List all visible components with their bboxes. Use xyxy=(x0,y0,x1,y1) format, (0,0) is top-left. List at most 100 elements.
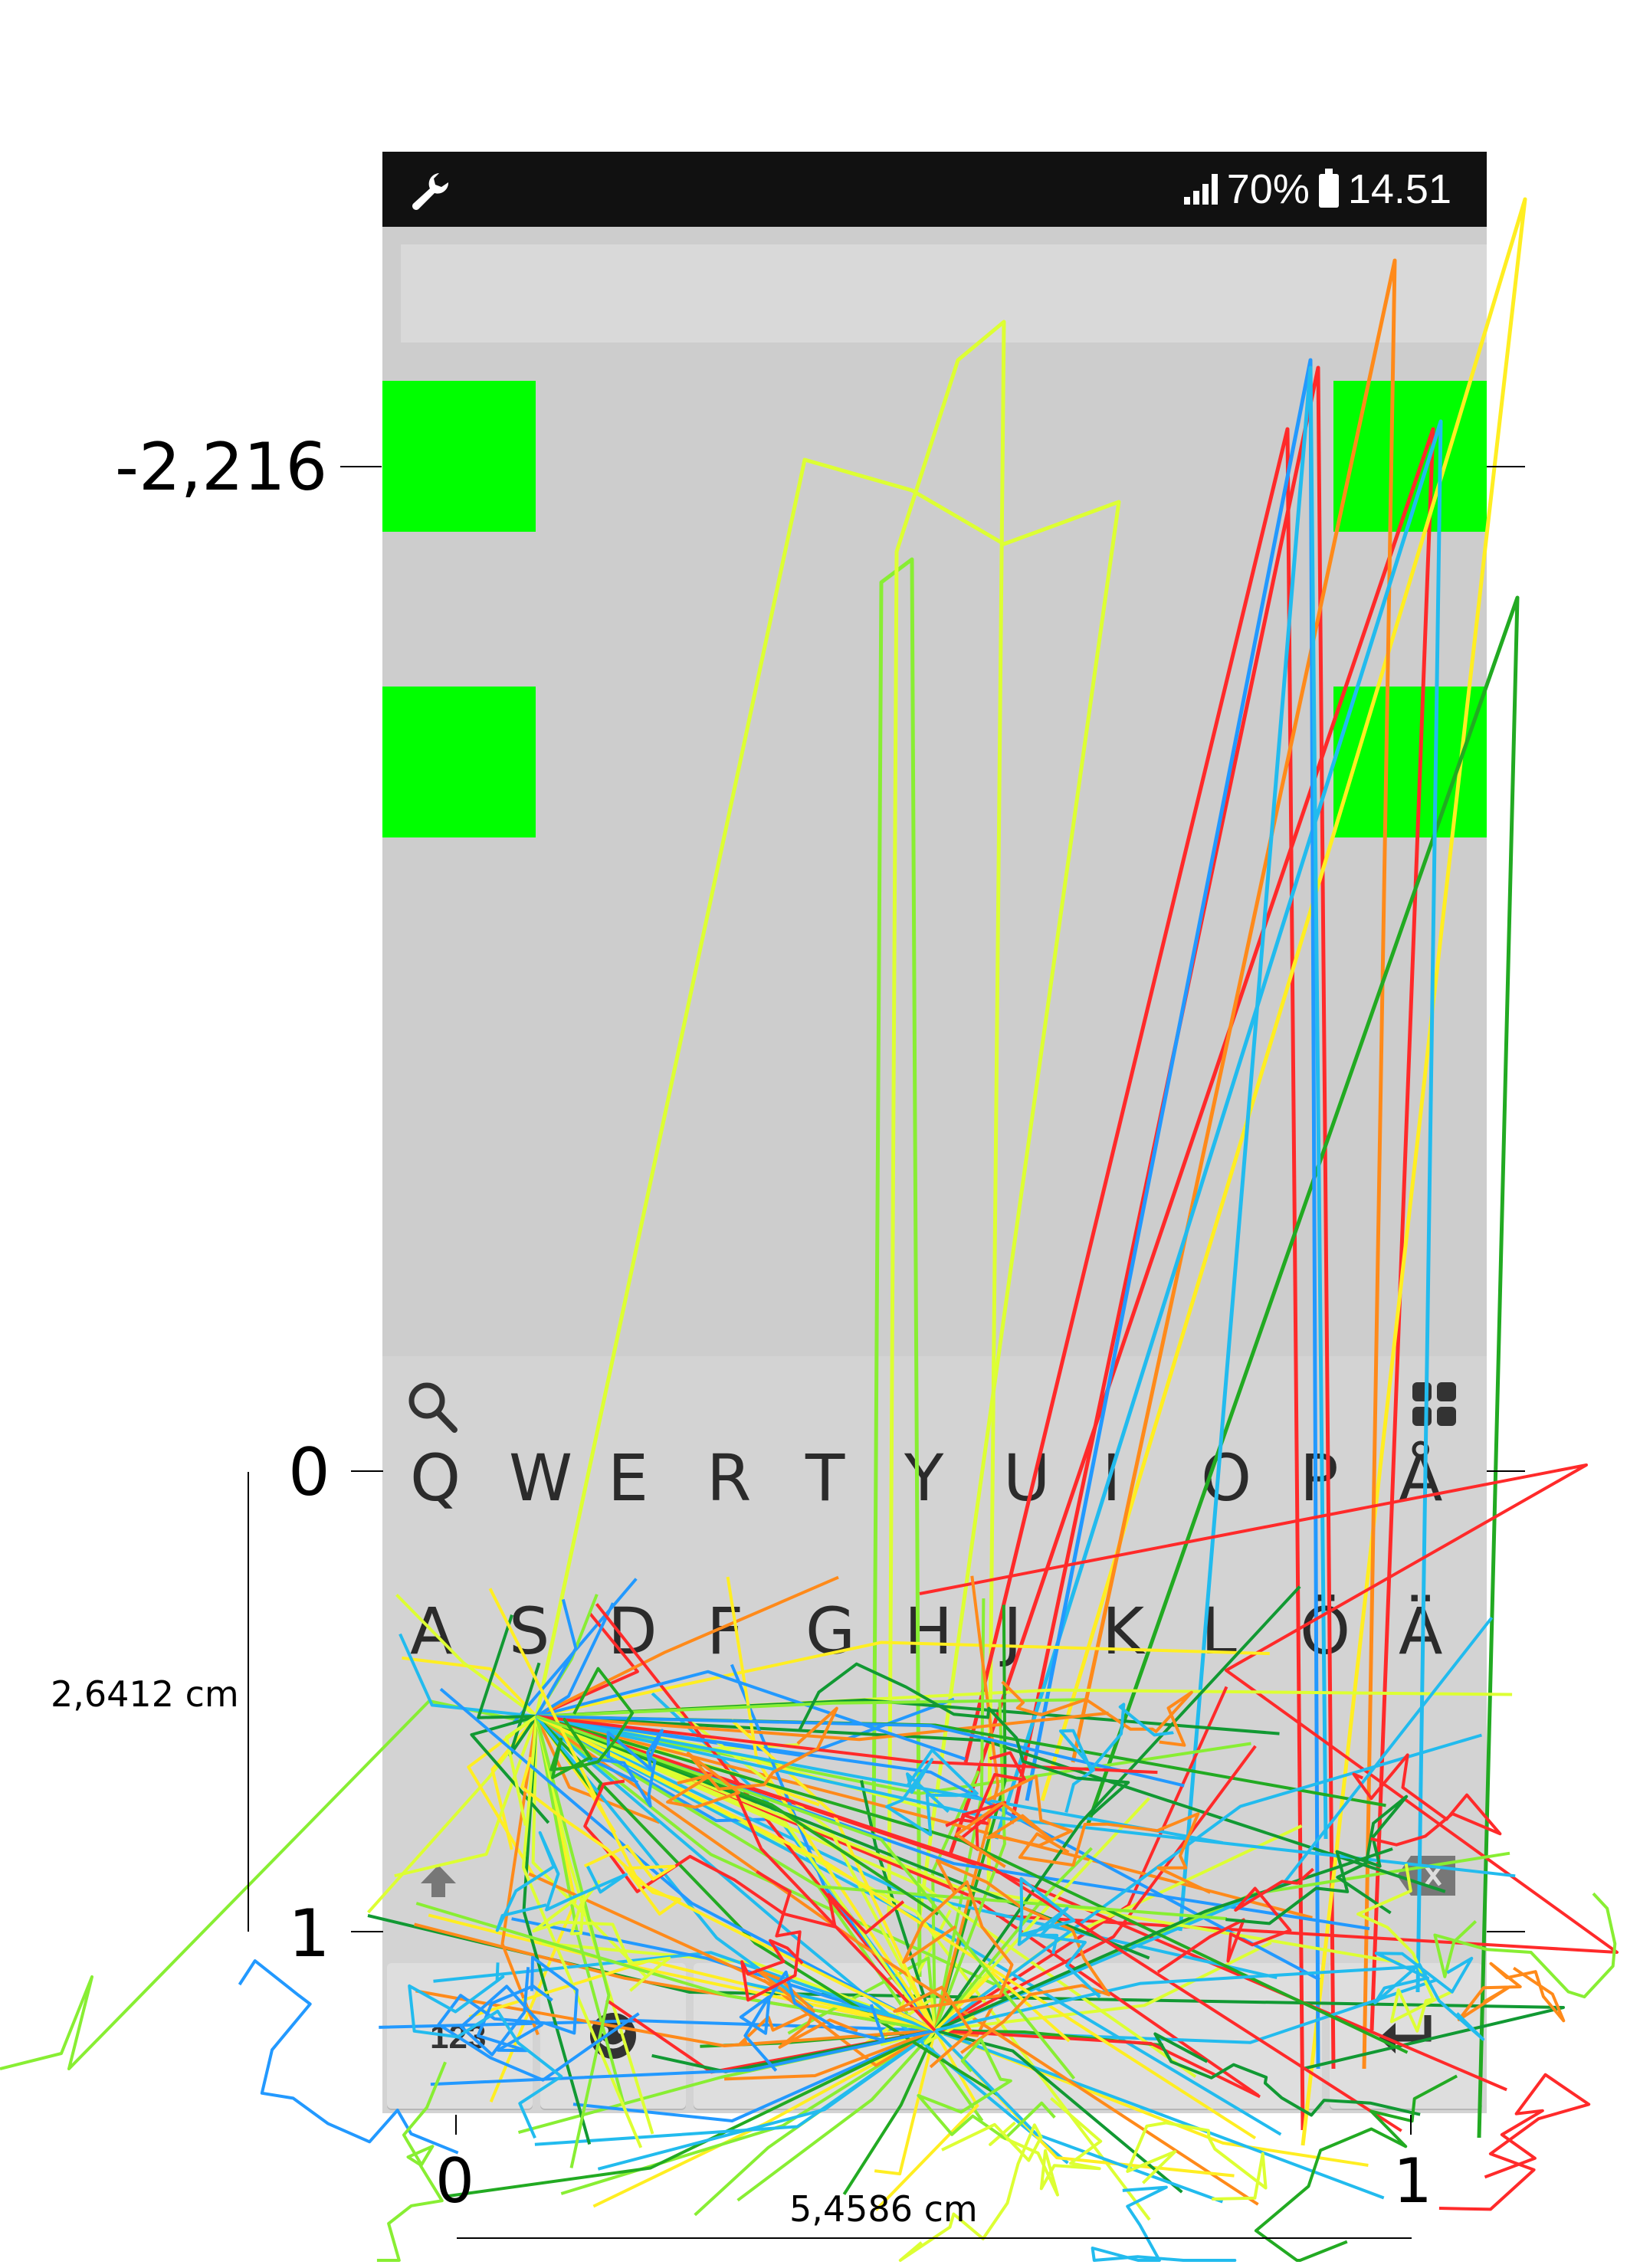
trace-scribble-6 xyxy=(798,1662,1130,1817)
trace-scribble-7 xyxy=(583,1779,905,1935)
trace-long-3 xyxy=(963,427,1305,2131)
trace-scribble-19 xyxy=(1225,1794,1409,1926)
trace-fan-28 xyxy=(536,1640,1270,1718)
trace-scribble-25 xyxy=(408,1962,563,2139)
trace-fan-90 xyxy=(536,1670,966,1761)
target-top-left[interactable] xyxy=(382,381,536,532)
trace-fan-110 xyxy=(504,1715,538,1826)
trace-fan-40 xyxy=(536,1715,1446,1893)
trace-fan-1 xyxy=(592,2029,936,2208)
trace-fan-117 xyxy=(933,1847,1093,2032)
trace-scribble-12 xyxy=(989,2096,1103,2197)
trace-scribble-15 xyxy=(437,1955,640,2082)
trace-fan-72 xyxy=(536,1715,1320,1981)
key-k[interactable]: K xyxy=(1102,1594,1145,1669)
trace-fan-57 xyxy=(859,1998,936,2049)
trace-fan-134 xyxy=(536,1715,1158,1775)
trace-scribble-17 xyxy=(376,2061,447,2262)
trace-fan-112 xyxy=(536,1715,933,2032)
trace-fan-73 xyxy=(933,1699,1006,2031)
trace-fan-101 xyxy=(933,1733,1482,2032)
trace-fan-79 xyxy=(934,2029,1261,2099)
key-ä[interactable]: Ä xyxy=(1399,1594,1443,1669)
trace-scribble-3 xyxy=(1156,1867,1314,1974)
trace-fan-121 xyxy=(933,1585,1301,2032)
trace-fan-94 xyxy=(535,1715,1259,2206)
trace-fan-63 xyxy=(933,1575,1000,2031)
trace-fan-132 xyxy=(536,1715,1185,1788)
trace-scribble-10 xyxy=(1126,2121,1268,2201)
key-w[interactable]: W xyxy=(509,1440,573,1516)
trace-fan-128 xyxy=(536,1715,1402,2132)
key-t[interactable]: T xyxy=(805,1440,845,1516)
status-time: 14.51 xyxy=(1347,166,1451,212)
trace-fan-85 xyxy=(726,1576,936,2032)
trace-long-2 xyxy=(887,320,1006,1916)
trace-fan-115 xyxy=(724,2029,936,2081)
x-tick-zero xyxy=(455,2115,457,2135)
y-one-label: 1 xyxy=(288,1896,330,1972)
key-r[interactable]: R xyxy=(707,1440,752,1516)
key-y[interactable]: Y xyxy=(904,1440,944,1516)
trace-fan-17 xyxy=(874,2030,936,2176)
trace-scribble-2 xyxy=(1058,1703,1174,1814)
y-tick-zero-right xyxy=(1487,1470,1525,1472)
trace-scribble-18 xyxy=(1433,1892,1617,1999)
key-d[interactable]: D xyxy=(608,1594,658,1669)
trace-fan-107 xyxy=(934,2029,1183,2194)
trace-long-11 xyxy=(1178,365,1328,1932)
trace-horizontal-0 xyxy=(919,1463,1619,1954)
trace-scribble-38 xyxy=(1091,2185,1237,2262)
trace-fan-104 xyxy=(535,1715,999,2097)
trace-scribble-14 xyxy=(936,1859,1110,2054)
trace-scribble-21 xyxy=(1352,1753,1502,1847)
trace-fan-124 xyxy=(535,1598,578,1718)
key-s[interactable]: S xyxy=(509,1594,550,1669)
y-tick-zero xyxy=(351,1470,383,1472)
key-q[interactable]: Q xyxy=(410,1440,461,1516)
trace-fan-49 xyxy=(934,2029,1385,2200)
trace-long-9 xyxy=(994,419,1443,1993)
battery-percent: 70% xyxy=(1226,166,1310,212)
y-tick-top xyxy=(340,466,382,467)
search-icon[interactable] xyxy=(405,1379,459,1434)
trace-long-4 xyxy=(1009,365,1336,2070)
app-title-bar xyxy=(401,244,1487,342)
trace-fan-64 xyxy=(470,1715,550,1824)
trace-fan-10 xyxy=(536,1611,639,1718)
trace-scribble-11 xyxy=(238,1959,459,2155)
trace-long-10 xyxy=(1025,358,1320,2070)
y-tick-one xyxy=(351,1931,383,1932)
key-e[interactable]: E xyxy=(608,1440,649,1516)
trace-scribble-27 xyxy=(1356,1863,1452,2033)
trace-fan-127 xyxy=(933,1971,1071,2043)
trace-fan-139 xyxy=(734,1791,936,2032)
trace-scribble-33 xyxy=(1438,2073,1591,2211)
key-å[interactable]: Å xyxy=(1399,1440,1443,1516)
trace-fan-43 xyxy=(433,1951,936,2032)
trace-fan-136 xyxy=(536,1715,1257,2140)
trace-fan-137 xyxy=(934,1965,1418,2032)
trace-scribble-23 xyxy=(1017,1876,1101,1998)
signal-icon xyxy=(1183,174,1218,205)
trace-fan-84 xyxy=(477,1614,537,1719)
target-bottom-left[interactable] xyxy=(382,687,536,837)
y-tick-one-right xyxy=(1487,1931,1525,1932)
trace-scribble-13 xyxy=(666,1706,838,1809)
y-span-bracket xyxy=(248,1472,249,1932)
trace-fan-131 xyxy=(430,2029,936,2086)
trace-scribble-29 xyxy=(1254,2074,1458,2262)
x-tick-one xyxy=(1410,2115,1412,2135)
trace-scribble-34 xyxy=(1373,1952,1485,2041)
trace-fan-122 xyxy=(535,1715,814,2010)
trace-fan-135 xyxy=(488,1588,936,2032)
trace-scribble-4 xyxy=(459,1967,553,2057)
shift-icon[interactable] xyxy=(419,1863,458,1899)
key-h[interactable]: H xyxy=(904,1594,953,1669)
trace-fan-22 xyxy=(490,1715,538,1850)
wrench-icon xyxy=(412,173,449,210)
status-right-group: 70% 14.51 xyxy=(1183,164,1451,215)
key-p[interactable]: P xyxy=(1300,1440,1339,1516)
trace-horizontal-1 xyxy=(0,1699,537,2070)
